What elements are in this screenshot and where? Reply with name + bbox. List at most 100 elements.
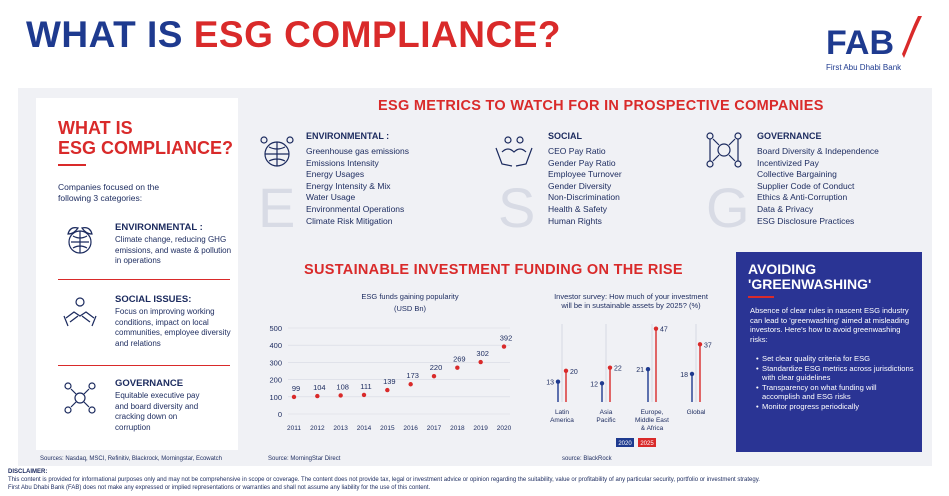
logo-subtitle: First Abu Dhabi Bank bbox=[826, 63, 902, 72]
data-point bbox=[431, 373, 437, 379]
letter-g: G bbox=[706, 176, 750, 239]
data-label: 220 bbox=[430, 363, 443, 372]
data-label: 13 bbox=[546, 380, 554, 387]
legend-swatch bbox=[638, 438, 656, 447]
category-social-title: SOCIAL ISSUES: bbox=[115, 294, 192, 305]
category-governance-title: GOVERNANCE bbox=[115, 378, 184, 389]
data-point bbox=[478, 359, 483, 365]
legend-label: 2020 bbox=[618, 441, 632, 447]
metric-item: Board Diversity & Independence bbox=[757, 146, 879, 156]
metric-list-environmental: Greenhouse gas emissions Emissions Inten… bbox=[306, 146, 409, 227]
left-card-title-line2: ESG COMPLIANCE? bbox=[58, 138, 234, 158]
disclaimer-title: DISCLAIMER: bbox=[8, 469, 48, 475]
category-label: Pacific bbox=[596, 417, 616, 424]
disclaimer-line1: This content is provided for information… bbox=[8, 477, 760, 483]
greenwashing-item: Transparency on what funding will accomp… bbox=[756, 383, 916, 402]
greenwashing-item: Set clear quality criteria for ESG bbox=[756, 354, 916, 364]
data-label: 108 bbox=[336, 382, 349, 391]
metric-item: Environmental Operations bbox=[306, 203, 405, 214]
chart1-title: ESG funds gaining popularity (USD Bn) bbox=[330, 292, 490, 313]
logo-icon: FAB bbox=[826, 16, 922, 62]
page-title: WHAT IS ESG COMPLIANCE? bbox=[26, 14, 561, 56]
greenwashing-text: Absence of clear rules in nascent ESG in… bbox=[750, 306, 910, 344]
greenwashing-underline bbox=[748, 296, 774, 298]
title-part2: ESG COMPLIANCE? bbox=[193, 14, 561, 55]
data-label: 99 bbox=[292, 384, 300, 393]
metric-item: Climate Risk Mitigation bbox=[306, 215, 393, 226]
title-underline bbox=[58, 164, 86, 166]
data-label: 37 bbox=[704, 342, 712, 349]
greenwashing-box bbox=[736, 252, 922, 452]
metric-item: Employee Turnover bbox=[548, 169, 622, 180]
data-label: 269 bbox=[453, 355, 466, 364]
y-tick-label: 500 bbox=[269, 324, 282, 333]
data-label: 20 bbox=[570, 369, 578, 376]
y-tick-label: 100 bbox=[269, 393, 282, 402]
metric-list-social: CEO Pay Ratio Gender Pay Ratio Employee … bbox=[548, 146, 622, 227]
letter-s: S bbox=[498, 176, 536, 239]
metric-item: Incentivized Pay bbox=[757, 157, 819, 168]
category-label: Middle East bbox=[635, 417, 669, 424]
letter-e: E bbox=[258, 176, 296, 239]
y-tick-label: 0 bbox=[278, 410, 282, 419]
category-social-desc: Focus on improving working conditions, i… bbox=[115, 307, 231, 348]
metric-item: CEO Pay Ratio bbox=[548, 146, 606, 156]
x-tick-label: 2011 bbox=[287, 425, 301, 432]
category-label: Asia bbox=[600, 409, 613, 416]
metric-item: Water Usage bbox=[306, 192, 356, 203]
lollipop-dot bbox=[697, 342, 703, 347]
greenwashing-item: Monitor progress periodically bbox=[756, 402, 916, 412]
metric-item: Health & Safety bbox=[548, 203, 608, 214]
x-tick-label: 2015 bbox=[380, 425, 395, 432]
data-point bbox=[408, 382, 413, 387]
lollipop-dot bbox=[653, 326, 659, 331]
data-label: 47 bbox=[660, 327, 668, 334]
lollipop-dot bbox=[645, 367, 651, 372]
greenwashing-title-line2: 'GREENWASHING' bbox=[748, 276, 872, 292]
left-sources: Sources: Nasdaq, MSCI, Refinitiv, Blackr… bbox=[40, 456, 222, 462]
greenwashing-list: Set clear quality criteria for ESG Stand… bbox=[756, 354, 916, 412]
data-label: 22 bbox=[614, 366, 622, 373]
metric-item: Emissions Intensity bbox=[306, 157, 379, 168]
lollipop-dot bbox=[689, 371, 695, 377]
funding-title: SUSTAINABLE INVESTMENT FUNDING ON THE RI… bbox=[304, 262, 683, 278]
x-tick-label: 2018 bbox=[450, 425, 465, 432]
data-label: 104 bbox=[313, 383, 326, 392]
x-tick-label: 2013 bbox=[333, 425, 348, 432]
category-environmental-title: ENVIRONMENTAL : bbox=[115, 222, 203, 233]
y-tick-label: 200 bbox=[269, 376, 282, 385]
logo-text: FAB bbox=[826, 24, 894, 62]
fab-logo: FAB bbox=[826, 14, 926, 64]
metric-item: Gender Diversity bbox=[548, 180, 612, 191]
metric-head-environmental: ENVIRONMENTAL : bbox=[306, 131, 390, 141]
x-tick-label: 2017 bbox=[427, 425, 442, 432]
left-card-title-line1: WHAT IS bbox=[58, 118, 133, 138]
left-card bbox=[36, 98, 238, 450]
lollipop-dot bbox=[555, 379, 561, 384]
hands-people-icon bbox=[495, 136, 533, 167]
esg-funds-chart: 0 100 200 300 400 500 2011 99 2012 104 2013 108 2014… bbox=[269, 324, 512, 432]
x-tick-label: 2012 bbox=[310, 425, 325, 432]
category-environmental-desc: Climate change, reducing GHG emissions, … bbox=[115, 235, 232, 265]
chart2-title: Investor survey: How much of your invest… bbox=[554, 292, 708, 310]
category-label: Global bbox=[687, 409, 706, 416]
data-label: 12 bbox=[590, 381, 598, 388]
globe-people-icon bbox=[260, 136, 294, 167]
x-tick-label: 2014 bbox=[357, 425, 372, 432]
title-part1: WHAT IS bbox=[26, 14, 194, 55]
handshake-icon bbox=[63, 297, 97, 327]
y-tick-label: 300 bbox=[269, 358, 282, 367]
metric-item: Human Rights bbox=[548, 215, 602, 226]
metric-item: Non-Discrimination bbox=[548, 192, 620, 203]
data-point bbox=[501, 344, 507, 349]
metric-head-social: SOCIAL bbox=[548, 131, 583, 141]
legend-label: 2025 bbox=[640, 441, 654, 447]
x-tick-label: 2016 bbox=[403, 425, 418, 432]
category-label: & Africa bbox=[641, 425, 664, 432]
data-label: 173 bbox=[406, 371, 419, 380]
x-tick-label: 2020 bbox=[497, 425, 512, 432]
metric-item: Collective Bargaining bbox=[757, 169, 837, 180]
data-label: 21 bbox=[636, 367, 644, 374]
metric-head-governance: GOVERNANCE bbox=[757, 131, 822, 141]
